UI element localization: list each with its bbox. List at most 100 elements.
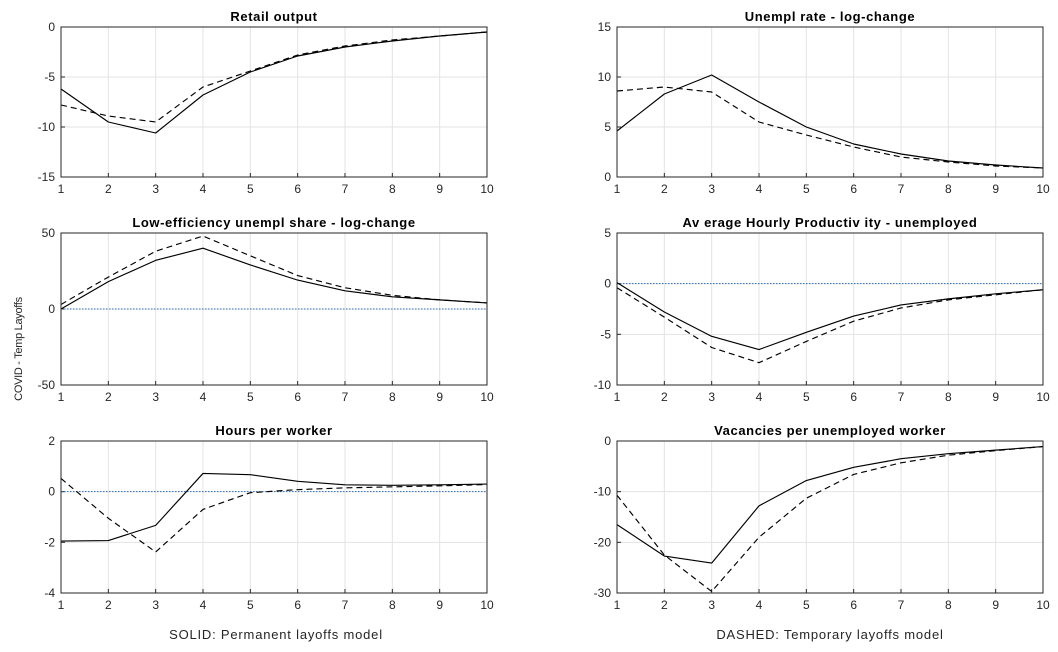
series-line-dashed [616,287,1044,364]
footer-left-caption: SOLID: Permanent layoffs model [169,627,383,642]
plot-area [617,441,1043,593]
series-line-solid [60,247,488,310]
y-tick-label: 0 [48,485,55,499]
x-tick-label: 3 [152,390,159,404]
y-axis-label: COVID - Temp Layoffs [13,296,25,400]
subplot-title: Unempl rate - log-change [745,9,915,24]
x-tick-label: 9 [436,598,443,612]
x-tick-label: 8 [389,390,396,404]
subplot-title: Retail output [230,9,317,24]
plot-area [617,27,1043,177]
x-tick-label: 9 [992,182,999,196]
subplot-4: 1 2 3 4 5 6 7 8 9 10 -10 -5 0 5 Av erage Hourly Produc… [594,215,1050,404]
x-tick-label: 3 [152,182,159,196]
x-tick-label: 6 [294,598,301,612]
subplot-2: 1 2 3 4 5 6 7 8 9 10 0 5 10 15 Unempl rate - log-chang… [598,9,1050,196]
x-tick-label: 6 [850,182,857,196]
x-tick-label: 1 [58,182,65,196]
x-tick-label: 2 [661,390,668,404]
x-tick-label: 5 [803,598,810,612]
axes-box [60,232,488,386]
x-tick-label: 10 [480,390,494,404]
x-tick-label: 4 [756,182,763,196]
x-tick-label: 5 [803,390,810,404]
series-line-solid [616,74,1044,169]
y-tick-label: 0 [604,277,611,291]
y-tick-label: -5 [600,327,611,341]
x-tick-label: 5 [803,182,810,196]
x-tick-label: 7 [898,182,905,196]
x-tick-label: 8 [945,390,952,404]
x-tick-label: 1 [614,390,621,404]
x-tick-label: 8 [389,598,396,612]
y-tick-label: 50 [42,226,56,240]
y-tick-label: 15 [598,20,612,34]
x-tick-label: 5 [247,598,254,612]
x-tick-label: 1 [614,182,621,196]
x-tick-label: 3 [708,390,715,404]
x-tick-label: 4 [756,598,763,612]
x-tick-label: 9 [992,390,999,404]
subplot-title: Vacancies per unemployed worker [714,423,946,438]
series-line-dashed [60,235,488,305]
x-tick-label: 9 [436,390,443,404]
x-tick-label: 1 [58,598,65,612]
x-tick-label: 9 [992,598,999,612]
series-line-dashed [60,31,488,123]
x-tick-label: 4 [200,390,207,404]
y-tick-label: 0 [604,170,611,184]
series-line-solid [60,472,488,542]
x-tick-label: 2 [105,390,112,404]
series-line-dashed [616,86,1044,169]
x-tick-label: 2 [661,182,668,196]
axes-box [60,26,488,178]
x-tick-label: 5 [247,390,254,404]
y-tick-label: -20 [594,535,612,549]
subplot-title: Av erage Hourly Productiv ity - unemploy… [683,215,978,230]
y-tick-label: -10 [594,378,612,392]
x-tick-label: 3 [708,182,715,196]
y-tick-label: 2 [48,434,55,448]
x-tick-label: 10 [480,598,494,612]
x-tick-label: 6 [294,390,301,404]
subplot-title: Low-efficiency unempl share - log-change [132,215,415,230]
series-line-dashed [60,478,488,553]
y-tick-label: 0 [604,434,611,448]
x-tick-label: 7 [898,390,905,404]
subplot-title: Hours per worker [215,423,332,438]
y-tick-label: -5 [44,70,55,84]
x-tick-label: 7 [898,598,905,612]
y-tick-label: 0 [48,302,55,316]
subplot-1: 1 2 3 4 5 6 7 8 9 10 -15 -10 -5 0 Retail output [38,9,494,196]
y-tick-label: -30 [594,586,612,600]
plot-area [61,27,487,177]
plot-area [61,441,487,593]
y-tick-label: -10 [594,485,612,499]
x-tick-label: 4 [200,182,207,196]
series-line-solid [616,282,1044,351]
axes-box [616,232,1044,386]
series-line-solid [616,445,1044,564]
y-tick-label: 0 [48,20,55,34]
x-tick-label: 1 [58,390,65,404]
x-tick-label: 3 [152,598,159,612]
axes-box [616,26,1044,178]
plot-area [617,233,1043,385]
subplot-3: 1 2 3 4 5 6 7 8 9 10 -50 0 50 Low-efficiency unempl s… [38,215,494,404]
x-tick-label: 2 [105,182,112,196]
x-tick-label: 7 [342,598,349,612]
footer-right-caption: DASHED: Temporary layoffs model [716,627,943,642]
subplot-6: 1 2 3 4 5 6 7 8 9 10 -30 -20 -10 0 Vacancies per unemp… [594,423,1050,612]
y-tick-label: -4 [44,586,55,600]
x-tick-label: 7 [342,390,349,404]
y-tick-label: 5 [604,120,611,134]
x-tick-label: 8 [945,598,952,612]
y-tick-label: 5 [604,226,611,240]
y-tick-label: -10 [38,120,56,134]
y-tick-label: -50 [38,378,56,392]
x-tick-label: 8 [389,182,396,196]
x-tick-label: 6 [850,390,857,404]
x-tick-label: 4 [756,390,763,404]
x-tick-label: 2 [105,598,112,612]
x-tick-label: 10 [1036,390,1050,404]
